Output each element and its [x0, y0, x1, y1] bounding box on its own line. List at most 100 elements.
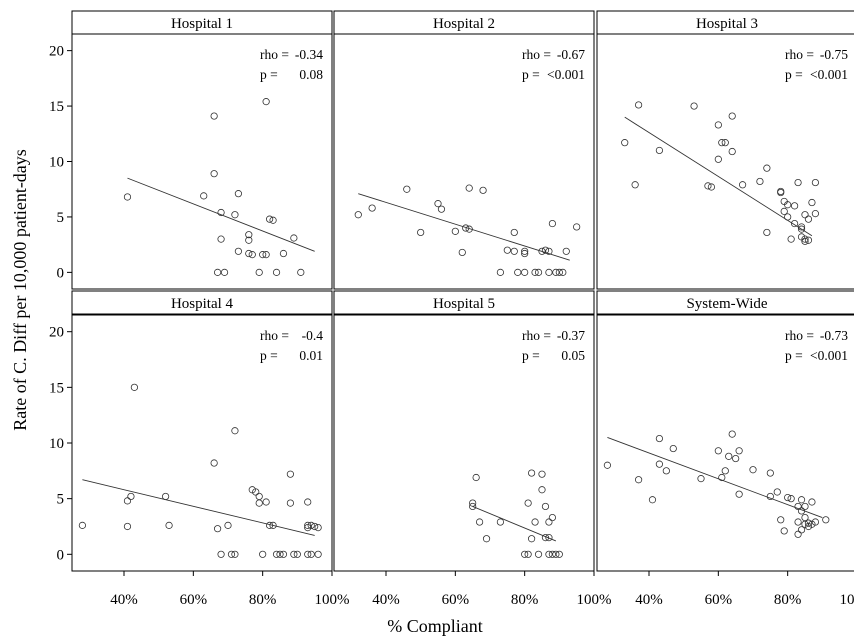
data-point [482, 535, 491, 543]
data-point [514, 268, 522, 276]
data-point [458, 248, 466, 257]
data-point [248, 486, 256, 494]
data-point [794, 530, 802, 538]
data-point [534, 268, 543, 276]
data-point [255, 499, 263, 507]
x-tick-label: 80% [249, 592, 277, 608]
data-point [521, 249, 529, 258]
x-axis-title: % Compliant [387, 616, 483, 636]
data-point [521, 550, 529, 558]
data-point [524, 550, 532, 558]
p-label: p = [260, 348, 278, 363]
data-point [545, 550, 553, 558]
x-tick-label: 60% [180, 592, 208, 608]
data-point [541, 502, 550, 511]
data-point [469, 502, 477, 511]
data-point [245, 231, 253, 239]
data-point [417, 228, 425, 237]
data-point [496, 518, 504, 526]
data-point [621, 139, 629, 147]
data-point [434, 200, 442, 208]
data-point [552, 550, 560, 558]
rho-label: rho = [260, 47, 289, 62]
data-point [276, 550, 284, 558]
data-point [707, 183, 716, 191]
data-point [714, 121, 722, 129]
data-point [728, 112, 736, 120]
x-tick-label: 40% [635, 592, 663, 608]
data-point [648, 496, 657, 504]
panel-frame [596, 314, 854, 572]
data-point [808, 198, 816, 207]
data-point [763, 228, 771, 237]
data-point [735, 490, 743, 498]
x-tick-label: 60% [442, 592, 470, 608]
p-value: 0.01 [299, 348, 323, 363]
data-point [475, 518, 484, 526]
y-axis-title: Rate of C. Diff per 10,000 patient-days [10, 149, 30, 431]
data-point [290, 550, 298, 558]
panel-title: Hospital 2 [433, 16, 495, 32]
data-point [217, 550, 225, 558]
data-point [794, 502, 802, 511]
data-point [248, 251, 256, 259]
x-tick-label: 40% [372, 592, 400, 608]
data-point [279, 550, 288, 558]
data-point [451, 227, 459, 235]
data-point [279, 249, 288, 258]
data-point [78, 521, 87, 529]
data-point [721, 467, 729, 475]
panel-frame [596, 33, 854, 290]
data-point [634, 476, 643, 484]
data-point [790, 202, 799, 210]
data-point [697, 475, 705, 483]
panel-strip [596, 290, 854, 315]
data-point [262, 98, 270, 106]
data-point [773, 488, 781, 496]
data-point [314, 550, 322, 558]
data-point [510, 228, 518, 237]
panel-title: Hospital 3 [696, 16, 758, 32]
rho-value: -0.34 [295, 47, 323, 62]
data-point [790, 219, 799, 228]
p-label: p = [260, 67, 278, 82]
data-point [725, 452, 733, 460]
data-point [655, 146, 664, 155]
data-point [801, 520, 809, 528]
data-point [777, 188, 785, 197]
data-point [297, 268, 305, 276]
fit-line [358, 193, 570, 261]
data-point [728, 430, 736, 438]
data-point [794, 518, 802, 526]
data-point [763, 164, 771, 172]
panel: Hospital 2 rho = -0.67 p = <0.001 [333, 10, 595, 290]
rho-value: -0.4 [302, 328, 324, 343]
data-point [286, 470, 294, 478]
data-point [541, 534, 550, 542]
x-tick-label: 60% [705, 592, 733, 608]
data-point [210, 170, 218, 178]
data-point [749, 466, 757, 474]
data-point [521, 268, 529, 276]
data-point [531, 268, 539, 276]
data-point [479, 186, 487, 194]
data-point [220, 268, 229, 276]
data-point [808, 520, 816, 528]
data-point [738, 181, 747, 189]
p-value: <0.001 [810, 348, 848, 363]
data-point [728, 147, 736, 156]
data-point [732, 454, 740, 463]
x-tick-label: 100% [840, 592, 854, 608]
data-point [804, 519, 813, 527]
data-point [123, 497, 132, 505]
data-point [787, 235, 795, 243]
data-point [784, 493, 792, 502]
rho-label: rho = [260, 328, 289, 343]
data-point [534, 550, 543, 558]
data-point [797, 233, 806, 241]
data-point [721, 139, 729, 147]
data-point [552, 268, 560, 276]
data-point [503, 246, 511, 254]
data-point [293, 550, 301, 558]
